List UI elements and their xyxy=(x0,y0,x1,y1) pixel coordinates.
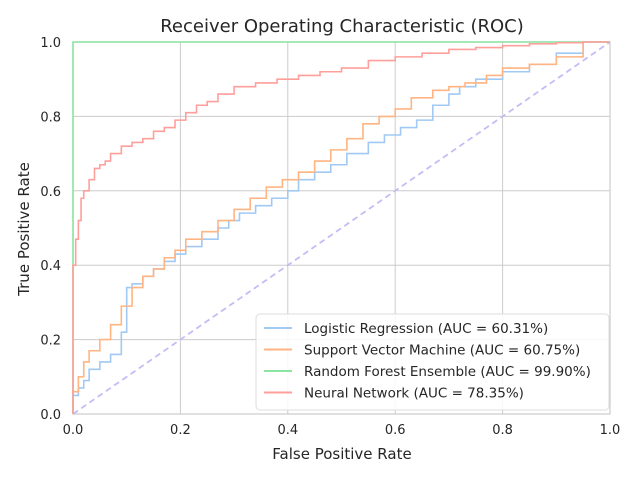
series-line-3 xyxy=(72,41,610,414)
legend-box xyxy=(255,313,610,411)
y-axis-label: True Positive Rate xyxy=(15,162,33,297)
legend-label: Logistic Regression (AUC = 60.31%) xyxy=(304,321,548,337)
diagonal-reference-line xyxy=(72,41,611,415)
y-tick-label: 0.6 xyxy=(40,185,61,200)
y-tick-label: 0.4 xyxy=(40,259,61,274)
x-tick-label: 0.2 xyxy=(170,423,191,438)
x-tick-label: 0.0 xyxy=(63,423,84,438)
legend-label: Neural Network (AUC = 78.35%) xyxy=(304,386,524,402)
x-tick-label: 0.4 xyxy=(277,423,298,438)
legend: Logistic Regression (AUC = 60.31%) Suppor… xyxy=(255,313,610,411)
x-tick-label: 1.0 xyxy=(600,423,621,438)
series-line-1 xyxy=(72,41,610,414)
series-lines xyxy=(72,41,611,415)
y-tick-label: 0.0 xyxy=(40,408,61,423)
legend-label: Random Forest Ensemble (AUC = 99.90%) xyxy=(304,364,591,380)
y-tick-label: 0.2 xyxy=(40,334,61,349)
x-axis-label: False Positive Rate xyxy=(272,445,411,463)
legend-label: Support Vector Machine (AUC = 60.75%) xyxy=(304,343,580,359)
x-tick-label: 0.8 xyxy=(492,423,513,438)
series-line-0 xyxy=(72,41,610,414)
y-axis-ticks: 0.0 0.2 0.4 0.6 0.8 1.0 xyxy=(40,36,61,423)
x-tick-label: 0.6 xyxy=(385,423,406,438)
y-tick-label: 1.0 xyxy=(40,36,61,51)
y-tick-label: 0.8 xyxy=(40,110,61,125)
chart-title: Receiver Operating Characteristic (ROC) xyxy=(160,16,524,37)
x-axis-ticks: 0.0 0.2 0.4 0.6 0.8 1.0 xyxy=(63,423,621,438)
